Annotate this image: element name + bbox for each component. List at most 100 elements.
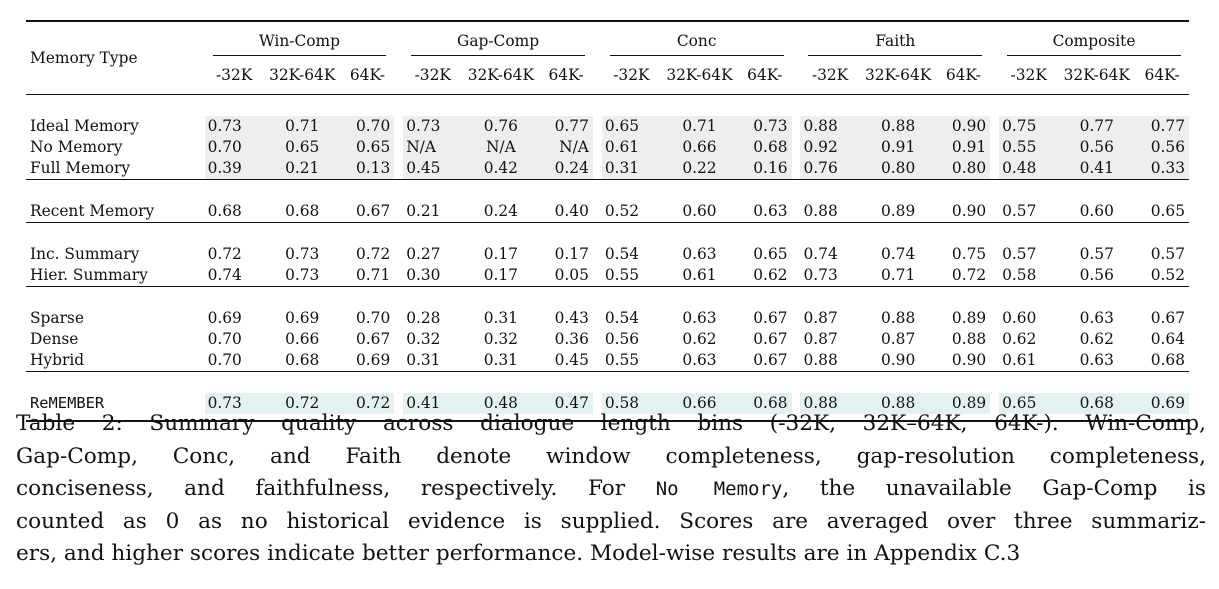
table-cell: 0.32 xyxy=(406,330,441,348)
table-row: Hybrid 0.70 0.68 0.69 0.31 0.31 0.45 0.55 0.63 0.… xyxy=(26,350,1189,372)
table-cell: 0.72 xyxy=(951,266,987,284)
table-cell: 0.17 xyxy=(483,245,518,263)
table-cell: 0.75 xyxy=(999,116,1059,137)
table-cell: 0.66 xyxy=(660,137,738,158)
row-label: Sparse xyxy=(30,309,84,327)
group-header-0: Win-Comp xyxy=(204,19,395,58)
table-cell: 0.27 xyxy=(406,245,441,263)
table-cell: 0.52 xyxy=(1150,266,1185,284)
table-cell: 0.16 xyxy=(737,158,792,180)
table-cell: 0.48 xyxy=(999,158,1059,180)
bin-header: 64K- xyxy=(340,57,395,96)
table-cell: 0.73 xyxy=(403,116,463,137)
table-cell: 0.56 xyxy=(1058,137,1136,158)
bin-header: -32K xyxy=(601,57,661,96)
table-cell: 0.43 xyxy=(554,309,589,327)
table-row: Inc. Summary 0.72 0.73 0.72 0.27 0.17 0.17 0.54… xyxy=(26,244,1189,265)
table-cell: 0.90 xyxy=(951,202,987,220)
row-label: Full Memory xyxy=(30,159,131,177)
table-cell: 0.90 xyxy=(936,116,991,137)
table-cell: 0.63 xyxy=(753,202,788,220)
caption-line-3-rest: the unavailable Gap-Comp is xyxy=(789,476,1206,501)
table-cell: 0.67 xyxy=(355,202,391,220)
caption-line-2: Gap-Comp, Conc, and Faith denote window … xyxy=(16,443,1206,469)
table-cell: 0.45 xyxy=(554,351,589,369)
table-cell: 0.72 xyxy=(263,393,341,414)
table-cell: 0.73 xyxy=(204,116,264,137)
table-cell: 0.22 xyxy=(660,158,738,180)
caption-line-4: counted as 0 as no historical evidence i… xyxy=(16,508,1206,534)
table-cell: 0.68 xyxy=(1058,393,1136,414)
table-cell: 0.90 xyxy=(951,351,987,369)
bin-header: 64K- xyxy=(936,57,991,96)
row-label: Recent Memory xyxy=(30,202,155,220)
table-cell: 0.17 xyxy=(483,266,518,284)
table-cell: 0.88 xyxy=(859,393,937,414)
table-cell: 0.68 xyxy=(737,137,792,158)
table-cell: 0.69 xyxy=(1135,393,1189,414)
table-cell: 0.91 xyxy=(859,137,937,158)
table-cell: 0.73 xyxy=(803,266,838,284)
table-cell: 0.76 xyxy=(462,116,540,137)
table-cell: 0.67 xyxy=(753,309,788,327)
table-cell: 0.73 xyxy=(737,116,792,137)
table-cell: 0.75 xyxy=(951,245,987,263)
table-cell: 0.90 xyxy=(880,351,916,369)
table-cell: 0.67 xyxy=(1150,309,1185,327)
bin-header: 32K-64K xyxy=(263,57,341,96)
table-cell: 0.21 xyxy=(406,202,441,220)
table-cell: 0.77 xyxy=(539,116,593,137)
results-table: Memory Type Win-Comp Gap-Comp Conc Faith Comp… xyxy=(26,19,1189,422)
table-cell: 0.47 xyxy=(539,393,593,414)
bin-header: -32K xyxy=(403,57,463,96)
table-cell: 0.61 xyxy=(1002,351,1037,369)
caption-code-term: No Memory xyxy=(655,478,783,500)
table-cell: 0.54 xyxy=(604,245,640,263)
bin-header: -32K xyxy=(204,57,264,96)
bin-header: -32K xyxy=(800,57,860,96)
group-header-label: Faith xyxy=(808,31,983,57)
table-row: Recent Memory 0.68 0.68 0.67 0.21 0.24 0.40 0.5… xyxy=(26,201,1189,223)
bin-header: 64K- xyxy=(539,57,593,96)
table-cell: 0.71 xyxy=(880,266,916,284)
table-cell: 0.70 xyxy=(207,330,242,348)
table-cell: 0.60 xyxy=(1002,309,1037,327)
table-cell: 0.31 xyxy=(483,309,518,327)
table-cell: 0.54 xyxy=(604,309,640,327)
table-cell: 0.77 xyxy=(1058,116,1136,137)
table-cell: 0.48 xyxy=(462,393,540,414)
table-cell: 0.89 xyxy=(951,309,987,327)
table-cell: 0.76 xyxy=(800,158,860,180)
table-cell: 0.28 xyxy=(406,309,441,327)
table-cell: 0.65 xyxy=(753,245,788,263)
table-cell: 0.70 xyxy=(355,309,391,327)
table-caption: Table 2: Summary quality across dialogue… xyxy=(16,408,1206,571)
table-cell: 0.68 xyxy=(737,393,792,414)
table-cell: 0.65 xyxy=(1150,202,1185,220)
table-cell: 0.60 xyxy=(682,202,717,220)
table-cell: 0.21 xyxy=(263,158,341,180)
table-cell: 0.69 xyxy=(207,309,242,327)
group-header-label: Gap-Comp xyxy=(411,31,585,57)
caption-line-5: ers, and higher scores indicate better p… xyxy=(16,541,1021,566)
table-cell: 0.13 xyxy=(340,158,395,180)
table-cell: 0.32 xyxy=(483,330,518,348)
caption-line-1: Table 2: Summary quality across dialogue… xyxy=(16,411,1206,436)
table-cell: 0.41 xyxy=(403,393,463,414)
table-cell: 0.91 xyxy=(936,137,991,158)
table-cell: 0.56 xyxy=(604,330,640,348)
table-cell: 0.67 xyxy=(753,351,788,369)
table-cell: 0.56 xyxy=(1135,137,1189,158)
table-cell: 0.88 xyxy=(803,202,838,220)
table-cell: N/A xyxy=(403,137,463,158)
table-cell: 0.62 xyxy=(1079,330,1114,348)
table-cell: 0.63 xyxy=(682,351,717,369)
table-cell: 0.17 xyxy=(554,245,589,263)
table-cell: 0.58 xyxy=(1002,266,1037,284)
table-cell: 0.31 xyxy=(601,158,661,180)
table-cell: 0.71 xyxy=(263,116,341,137)
table-row: Ideal Memory 0.73 0.71 0.70 0.73 0.76 0.77 0.65… xyxy=(26,116,1189,137)
table-cell: 0.88 xyxy=(859,116,937,137)
table-cell: 0.65 xyxy=(601,116,661,137)
table-cell: 0.73 xyxy=(285,245,320,263)
